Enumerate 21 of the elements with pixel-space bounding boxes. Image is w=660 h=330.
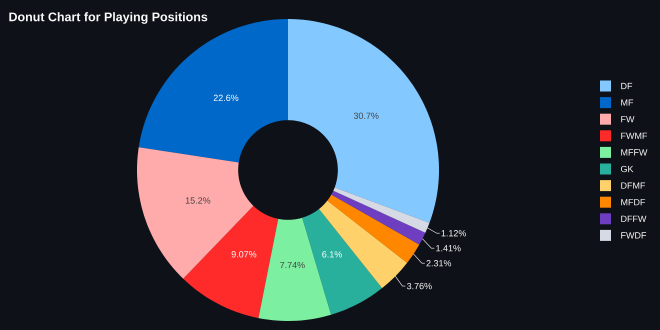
data-label: 22.6% — [214, 94, 238, 102]
data-label: 15.2% — [186, 197, 210, 204]
legend-label: DF — [621, 82, 632, 90]
data-label: 30.7% — [354, 112, 379, 119]
legend-label: MFDF — [621, 199, 646, 206]
data-label: 1.12% — [442, 230, 466, 236]
legend-label: FW — [621, 116, 634, 122]
data-label: 3.76% — [406, 282, 432, 290]
legend-label: GK — [620, 166, 634, 172]
legend-label: MF — [621, 100, 634, 106]
legend-label: FWDF — [621, 232, 646, 238]
legend-label: DFMF — [621, 182, 646, 189]
chart-title: Donut Chart for Playing Positions — [9, 12, 208, 24]
data-label: 9.07% — [232, 251, 256, 258]
legend-label: DFFW — [621, 216, 646, 222]
data-label: 2.31% — [426, 260, 452, 266]
data-label: 6.1% — [322, 251, 342, 258]
legend-label: MFFW — [621, 149, 648, 156]
data-label: 7.74% — [280, 262, 305, 268]
data-label: 1.41% — [436, 245, 461, 252]
legend-label: FWMF — [621, 132, 648, 139]
